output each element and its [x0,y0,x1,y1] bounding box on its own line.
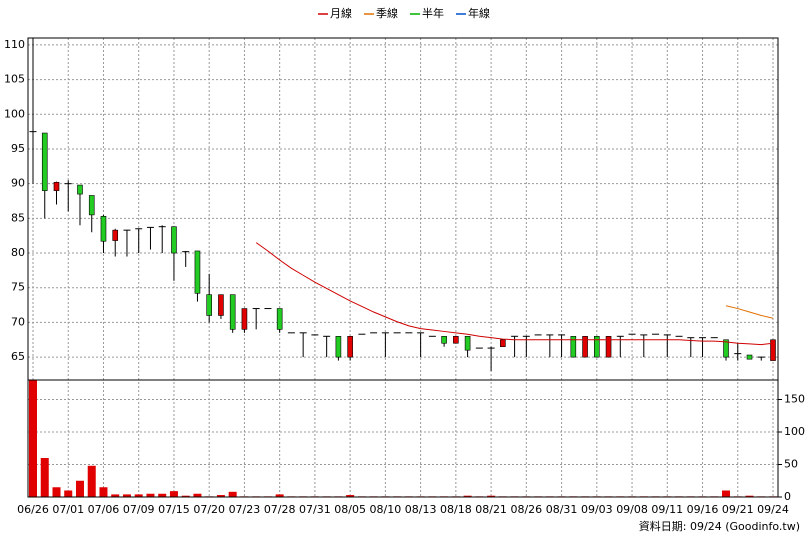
x-tick-label: 07/20 [193,503,225,516]
x-tick-label: 07/01 [52,503,84,516]
y2-tick-label: 0 [784,490,791,503]
volume-bar [158,493,167,497]
x-tick-label: 07/31 [299,503,331,516]
legend-label: 年線 [468,6,490,20]
volume-bar [122,494,131,497]
candle-body [206,294,212,316]
volume-bar [228,491,237,497]
x-tick-label: 08/21 [475,503,507,516]
volume-bar [87,465,96,497]
y2-tick-label: 100 [784,425,805,438]
x-tick-label: 07/09 [123,503,155,516]
candle-body [241,308,248,330]
x-tick-label: 07/23 [229,503,261,516]
candle-body [570,335,577,358]
y-tick-label: 95 [11,142,25,155]
y-tick-label: 90 [11,177,25,190]
candle-body [335,335,342,358]
x-tick-label: 07/28 [264,503,296,516]
x-tick-label: 08/13 [405,503,437,516]
candle-body [723,339,729,358]
y-tick-label: 105 [4,73,25,86]
y-tick-label: 100 [4,107,25,120]
footnote: 資料日期: 09/24 (Goodinfo.tw) [639,519,800,533]
candle-body [347,335,353,358]
candle-body [582,335,588,358]
volume-bar [216,495,225,497]
candle-body [453,335,459,344]
legend-label: 半年 [422,6,444,20]
candle-body [88,195,95,216]
volume-bar [745,495,754,497]
candle-body [746,354,753,360]
volume-bar [275,494,284,497]
y-tick-label: 85 [11,211,25,224]
x-tick-label: 08/05 [334,503,366,516]
candle-body [500,339,506,348]
volume-bar [181,495,190,497]
y-tick-label: 80 [11,246,25,259]
x-tick-label: 08/26 [510,503,542,516]
volume-bar [64,490,73,497]
candle-body [194,250,201,294]
candle-body [112,229,119,241]
y-tick-label: 75 [11,281,25,294]
candle-body [218,294,224,316]
candle-body [171,226,177,254]
volume-bar [346,495,355,497]
candle-body [605,335,612,358]
candle-body [441,335,447,344]
x-tick-label: 07/06 [88,503,120,516]
x-tick-label: 09/11 [651,503,683,516]
y2-tick-label: 50 [784,458,798,471]
volume-frame [27,379,779,498]
legend-label: 季線 [376,6,398,20]
x-tick-label: 09/16 [687,503,719,516]
volume-bar [193,493,202,497]
moving-average-line [255,242,774,346]
volume-bar [134,494,143,497]
x-tick-label: 08/18 [440,503,472,516]
volume-bar [111,494,120,497]
candle-body [100,215,107,242]
x-tick-label: 09/03 [581,503,613,516]
volume-bar [169,491,178,497]
volume-bar [146,493,155,497]
candle-body [770,339,776,361]
y-tick-label: 70 [11,315,25,328]
volume-bar [75,480,84,497]
x-tick-label: 09/24 [757,503,789,516]
x-tick-label: 09/08 [616,503,648,516]
y-tick-label: 65 [11,350,25,363]
volume-bar [40,458,49,497]
moving-average-line [725,305,774,319]
volume-bar [99,487,108,497]
x-tick-label: 07/15 [158,503,190,516]
legend-label: 月線 [330,6,352,20]
volume-bar [52,487,61,497]
candle-body [77,184,83,195]
y-tick-label: 110 [4,38,25,51]
y2-tick-label: 150 [784,393,805,406]
candle-body [53,181,60,191]
volume-bar [29,380,37,497]
x-tick-label: 08/31 [546,503,578,516]
candle-body [464,335,471,351]
candle-body [276,308,283,330]
candle-body [594,335,600,358]
x-tick-label: 09/21 [722,503,754,516]
x-tick-label: 08/10 [370,503,402,516]
volume-bar [463,495,472,497]
candle-body [41,132,48,191]
x-tick-label: 06/26 [17,503,49,516]
candle-body [229,294,236,330]
volume-bar [722,490,731,497]
volume-bar [487,495,496,497]
